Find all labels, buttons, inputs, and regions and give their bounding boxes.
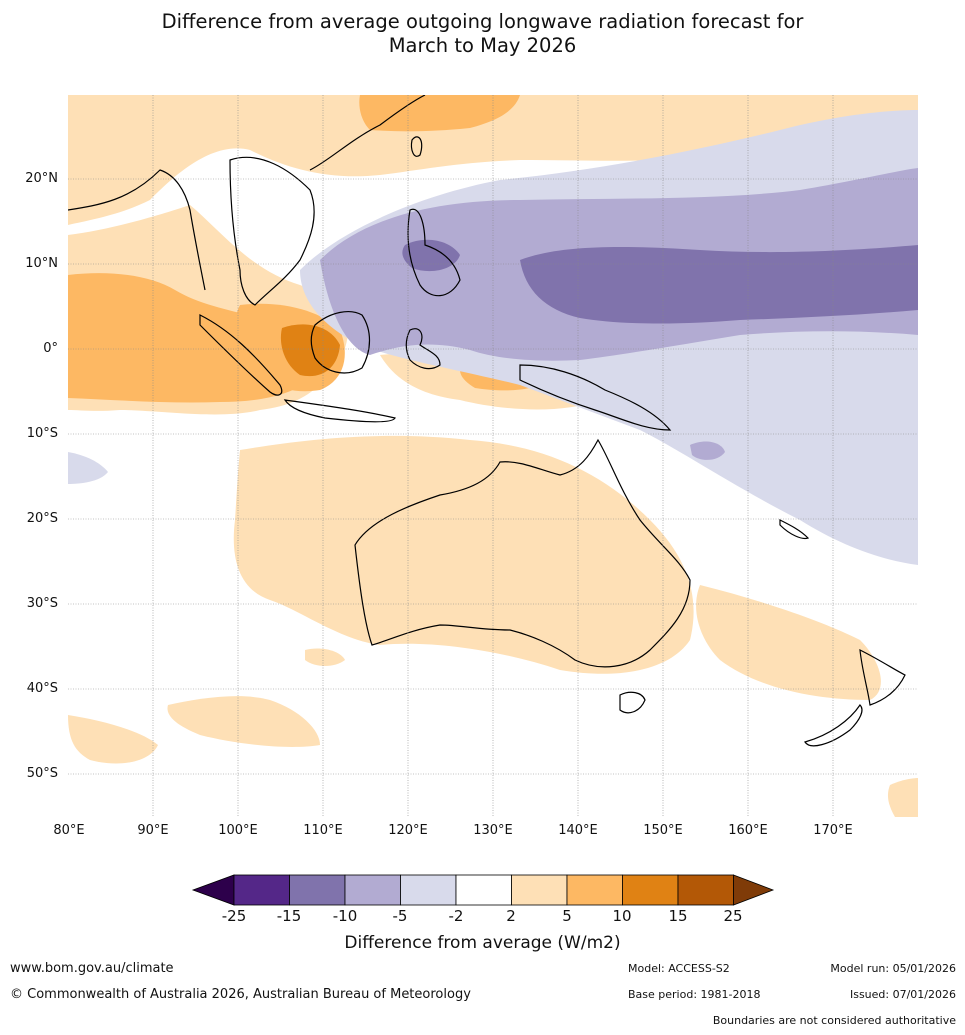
lat-label-40s: 40°S [26,681,58,696]
anomaly-region-pacific-dark-purple [520,245,918,324]
anomaly-region-indian-ocean-light-purple [68,452,108,484]
colorbar-tick: -5 [392,907,408,925]
coastline-india-bay-of-bengal [68,169,206,291]
colorbar-tick: 5 [562,907,572,925]
colorbar-extend-low [191,874,235,906]
lat-label-0: 0° [43,341,58,356]
colorbar-tick: 25 [723,907,743,925]
coastline-new-zealand-north [859,648,906,706]
coastline-new-guinea [519,364,672,431]
lon-label-140e: 140°E [558,823,598,838]
lon-label-150e: 150°E [643,823,683,838]
anomaly-region-mindanao-dark-purple [402,239,460,272]
chart-title: Difference from average outgoing longwav… [0,10,965,58]
bom-website-link[interactable]: www.bom.gov.au/climate [10,961,174,976]
lon-label-120e: 120°E [388,823,428,838]
colorbar-tick: -10 [332,907,358,925]
coastline-indochina [229,156,315,306]
colorbar-segment-4 [400,874,457,906]
anomaly-region-australia-light-orange [233,435,694,674]
gridlines [68,95,918,817]
anomaly-region-java-sea-dark-orange [280,324,340,377]
boundaries-disclaimer: Boundaries are not considered authoritat… [712,1014,956,1027]
colorbar-tick: 10 [612,907,632,925]
colorbar-segment-3 [344,874,401,906]
anomaly-region-bass-strait-light-orange [305,648,345,666]
anomaly-region-china-orange [359,95,520,132]
lon-label-90e: 90°E [137,823,169,838]
issued-date: Issued: 07/01/2026 [849,988,956,1001]
lon-label-100e: 100°E [218,823,258,838]
coastline-australia [354,438,691,668]
anomaly-region-far-southeast-light-orange [887,778,918,817]
coastline-new-caledonia [779,519,810,540]
lon-label-170e: 170°E [813,823,853,838]
lat-label-30s: 30°S [26,596,58,611]
coastline-taiwan [410,136,423,157]
colorbar-segment-7 [566,874,623,906]
colorbar-segment-6 [511,874,568,906]
coastline-china [309,95,426,171]
lon-label-160e: 160°E [728,823,768,838]
title-line-2: March to May 2026 [388,34,577,57]
anomaly-region-southwest-light-orange [68,715,158,764]
colorbar-segment-8 [622,874,679,906]
colorbar-tick: -2 [448,907,464,925]
copyright: © Commonwealth of Australia 2026, Austra… [10,987,471,1002]
lon-label-80e: 80°E [53,823,85,838]
lat-label-50s: 50°S [26,766,58,781]
model-name: Model: ACCESS-S2 [628,962,730,975]
coastline-philippines [407,208,461,297]
lat-label-20n: 20°N [25,171,58,186]
base-period: Base period: 1981-2018 [628,988,761,1001]
lat-label-10s: 10°S [26,426,58,441]
lon-label-110e: 110°E [303,823,343,838]
coastline-new-zealand-south [804,704,863,747]
anomaly-region-coral-sea-purple [690,441,725,460]
colorbar-segment-1 [233,874,290,906]
lat-label-20s: 20°S [26,511,58,526]
model-run-date: Model run: 05/01/2026 [830,962,956,975]
coastline-borneo [310,311,371,374]
lat-label-10n: 10°N [25,256,58,271]
colorbar-segment-9 [677,874,734,906]
anomaly-region-tasman-light-orange [696,585,881,700]
coastline-java [283,399,396,423]
colorbar-segment-5 [455,874,512,906]
title-line-1: Difference from average outgoing longwav… [161,10,804,33]
coastline-sumatra [199,314,283,396]
colorbar-segment-2 [289,874,346,906]
anomaly-region-south-indian-light-orange [167,696,320,747]
colorbar-tick: 2 [506,907,516,925]
colorbar-tick: -25 [221,907,247,925]
coastline-sulawesi [405,328,441,370]
colorbar-tick: -15 [276,907,302,925]
colorbar-extend-high [733,874,775,906]
colorbar-label: Difference from average (W/m2) [344,933,621,953]
coastlines [68,95,906,747]
lon-label-130e: 130°E [473,823,513,838]
coastline-tasmania [619,691,646,714]
colorbar-tick: 15 [668,907,688,925]
colorbar [191,874,775,906]
